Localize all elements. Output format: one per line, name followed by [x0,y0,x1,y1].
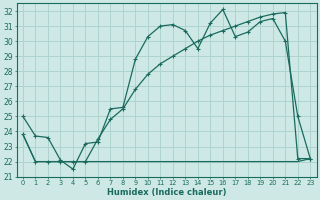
X-axis label: Humidex (Indice chaleur): Humidex (Indice chaleur) [107,188,226,197]
